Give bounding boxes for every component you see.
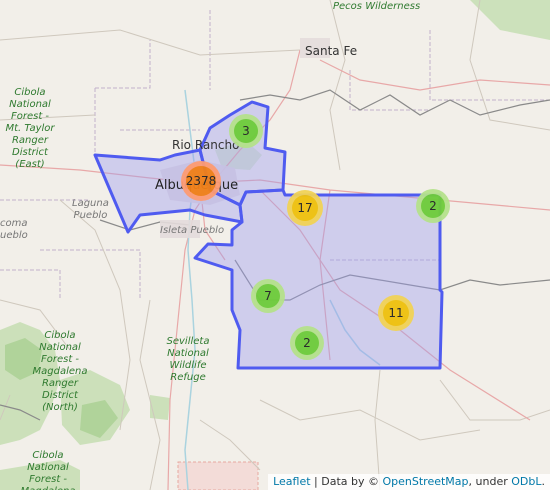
odbl-link[interactable]: ODbL <box>511 475 542 488</box>
marker-cluster[interactable]: 11 <box>378 295 414 331</box>
cluster-count: 17 <box>292 195 318 221</box>
label-santa-fe: Santa Fe <box>305 44 358 58</box>
region-east <box>193 188 444 370</box>
cluster-count: 2 <box>421 194 445 218</box>
attribution-text: . <box>541 475 546 488</box>
label-cibola-south: Cibola National Forest - Magdalena <box>21 450 76 490</box>
hill-shade <box>5 338 118 438</box>
cluster-count: 3 <box>234 119 258 143</box>
label-rio-rancho: Rio Rancho <box>172 138 240 152</box>
marker-cluster[interactable]: 2378 <box>181 161 221 201</box>
marker-cluster[interactable]: 17 <box>287 190 323 226</box>
label-sevilleta: Sevilleta National Wildlife Refuge <box>166 336 210 383</box>
label-cibola-north: Cibola National Forest - Magdalena Range… <box>32 330 88 413</box>
cluster-count: 7 <box>256 284 280 308</box>
boundary-lines <box>0 10 550 300</box>
label-pecos-wilderness: Pecos Wilderness <box>333 1 421 12</box>
regions <box>93 100 444 370</box>
cluster-count: 11 <box>383 300 409 326</box>
leaflet-link[interactable]: Leaflet <box>273 475 311 488</box>
marker-cluster[interactable]: 3 <box>229 114 263 148</box>
attribution-text: | Data by © <box>310 475 383 488</box>
map-attribution: Leaflet | Data by © OpenStreetMap, under… <box>268 474 550 490</box>
attribution-text: , under <box>468 475 512 488</box>
label-acoma-pueblo: coma ueblo <box>0 218 28 241</box>
region-central-north <box>198 100 287 207</box>
marker-cluster[interactable]: 2 <box>290 326 324 360</box>
label-isleta-pueblo: Isleta Pueblo <box>160 225 225 236</box>
label-cibola-east: Cibola National Forest - Mt. Taylor Rang… <box>5 87 55 170</box>
label-laguna-pueblo: Laguna Pueblo <box>72 198 109 221</box>
hatched-area <box>177 461 259 490</box>
marker-cluster[interactable]: 7 <box>251 279 285 313</box>
cluster-count: 2378 <box>186 166 216 196</box>
openstreetmap-link[interactable]: OpenStreetMap <box>382 475 469 488</box>
marker-cluster[interactable]: 2 <box>416 189 450 223</box>
cluster-count: 2 <box>295 331 319 355</box>
